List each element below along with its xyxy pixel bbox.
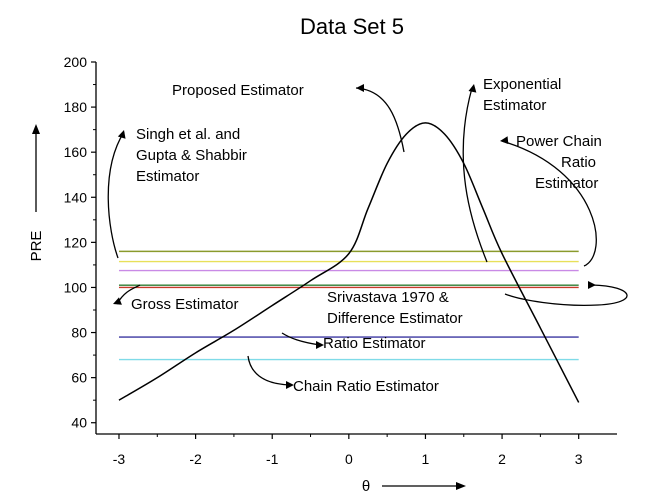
- x-tick-label: -1: [266, 451, 279, 467]
- x-tick-label: -3: [113, 451, 126, 467]
- annotation-arrowhead-powerchain: [500, 136, 509, 145]
- x-axis-label-arrowhead: [456, 482, 466, 490]
- annotation-label-gross: Gross Estimator: [131, 296, 239, 313]
- annotation-arrowhead-gross: [113, 297, 122, 305]
- y-axis-label: PRE: [28, 231, 45, 262]
- x-axis-label: θ: [362, 478, 370, 495]
- annotation-arrow-chainratio: [247, 355, 291, 386]
- annotation-label-powerchain: Power Chain: [516, 133, 602, 150]
- annotation-label-srivastava: Srivastava 1970 &: [327, 289, 449, 306]
- annotation-arrowhead-srivastava: [588, 281, 596, 289]
- y-tick-label: 140: [64, 189, 88, 205]
- annotation-label-singh: Gupta & Shabbir: [136, 147, 247, 164]
- annotation-label-singh: Estimator: [136, 168, 199, 185]
- annotation-label-powerchain: Ratio: [561, 154, 596, 171]
- annotation-arrow-srivastava: [504, 284, 628, 306]
- annotation-arrowhead-chainratio: [286, 381, 294, 389]
- y-tick-label: 160: [64, 144, 88, 160]
- chart-title: Data Set 5: [300, 14, 404, 39]
- annotation-arrow-exponential: [462, 87, 488, 263]
- plot-area: 40 60 80 100 120 140 160 180 200 -3 -2 -1 0 1 2 3 θ PRE: [28, 54, 617, 495]
- y-tick-label: 100: [64, 279, 88, 295]
- annotation-arrow-powerchain: [501, 140, 597, 267]
- annotation-arrowhead-ratio: [316, 341, 324, 349]
- x-tick-label: 2: [498, 451, 506, 467]
- annotation-label-chainratio: Chain Ratio Estimator: [293, 378, 439, 395]
- annotation-label-srivastava: Difference Estimator: [327, 310, 463, 327]
- y-tick-label: 180: [64, 99, 88, 115]
- series-curve-proposed: [118, 122, 580, 403]
- annotation-arrow-singh: [107, 131, 125, 259]
- annotation-arrowhead-proposed: [356, 84, 364, 92]
- annotation-label-ratio: Ratio Estimator: [323, 335, 426, 352]
- y-tick-label: 120: [64, 234, 88, 250]
- annotation-label-exponential: Estimator: [483, 97, 546, 114]
- x-tick-label: 3: [575, 451, 583, 467]
- annotation-labels: Proposed Estimator Exponential Estimator Si…: [131, 76, 602, 395]
- annotation-label-powerchain: Estimator: [535, 175, 598, 192]
- annotation-arrows: [107, 84, 628, 389]
- y-tick-label: 200: [64, 54, 88, 70]
- annotation-arrow-ratio: [281, 332, 321, 346]
- y-tick-label: 40: [71, 415, 87, 431]
- annotation-arrowhead-singh: [117, 130, 126, 139]
- y-axis-label-arrowhead: [32, 124, 40, 134]
- y-tick-label: 80: [71, 325, 87, 341]
- annotation-arrow-proposed: [355, 87, 405, 153]
- annotation-arrowhead-exponential: [468, 84, 477, 93]
- annotation-label-exponential: Exponential: [483, 76, 561, 93]
- x-tick-label: 1: [422, 451, 430, 467]
- x-tick-label: 0: [345, 451, 353, 467]
- y-tick-label: 60: [71, 370, 87, 386]
- annotation-label-proposed: Proposed Estimator: [172, 82, 304, 99]
- annotation-label-singh: Singh et al. and: [136, 126, 240, 143]
- x-tick-label: -2: [189, 451, 202, 467]
